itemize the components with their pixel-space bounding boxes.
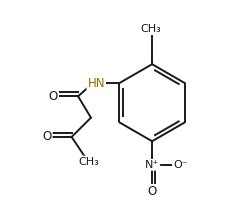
Text: CH₃: CH₃ (141, 24, 162, 34)
Text: HN: HN (88, 77, 105, 90)
Text: CH₃: CH₃ (78, 157, 99, 166)
Text: N⁺: N⁺ (145, 160, 159, 170)
Text: O: O (147, 185, 157, 198)
Text: O: O (49, 90, 58, 103)
Text: O⁻: O⁻ (173, 160, 188, 170)
Text: O: O (42, 131, 52, 143)
